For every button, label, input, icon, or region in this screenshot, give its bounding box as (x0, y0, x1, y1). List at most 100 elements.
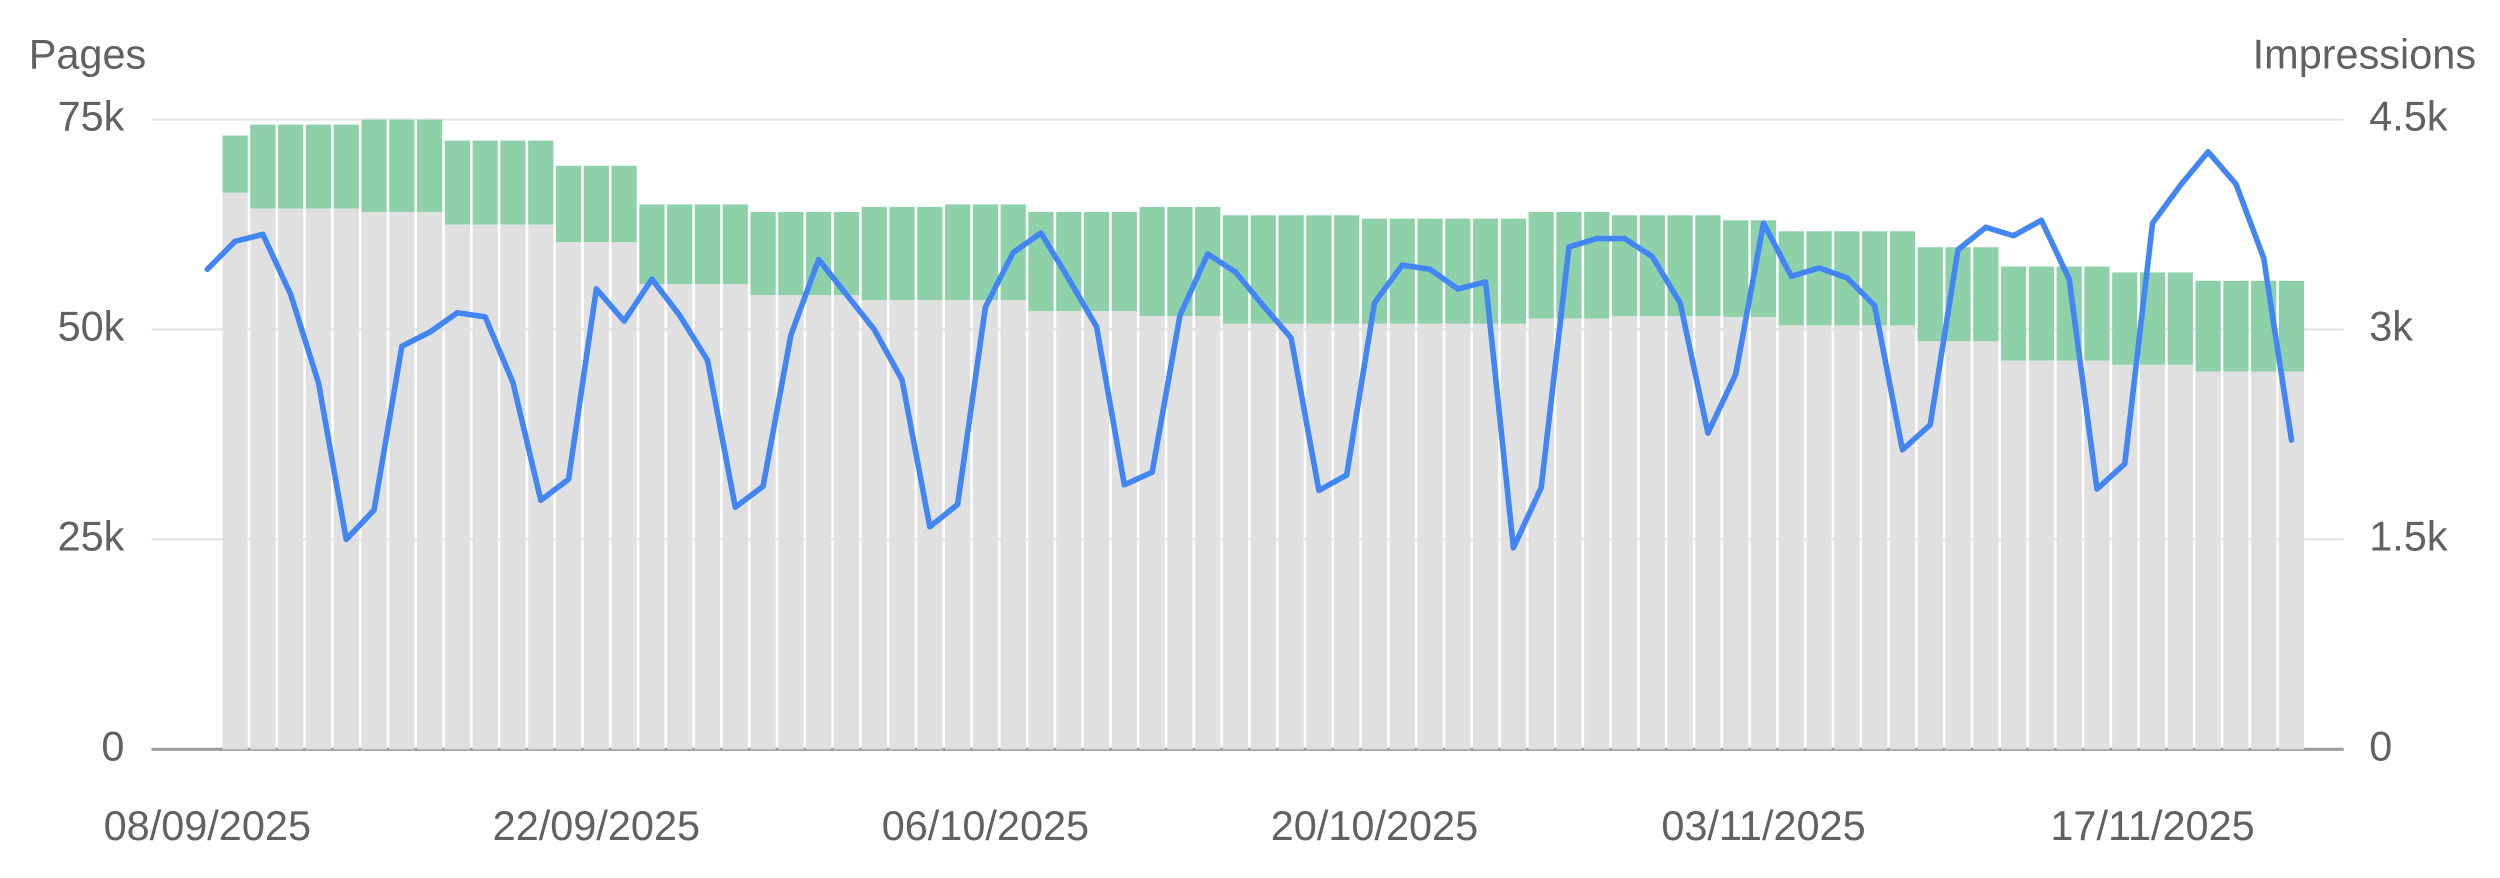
bar-segment (1723, 316, 1749, 750)
y-axis-title: Pages (29, 30, 146, 77)
y2-tick-label: 1.5k (2369, 512, 2448, 559)
bar-segment (1139, 206, 1165, 317)
bar-segment (1806, 325, 1832, 750)
bar-segment (1500, 218, 1526, 324)
bar-segment (250, 124, 276, 209)
bar-segment (1639, 316, 1665, 750)
bar-segment (2001, 360, 2027, 750)
bar-segment (611, 242, 637, 750)
bar-segment (389, 119, 415, 212)
x-tick-label: 03/11/2025 (1661, 802, 1865, 849)
bar-segment (1473, 323, 1499, 750)
bar-segment (1222, 323, 1249, 750)
bar-segment (222, 192, 248, 750)
bar-segment (778, 295, 804, 750)
bar-segment (639, 284, 665, 750)
bar-segment (1723, 220, 1749, 317)
bar-segment (2139, 364, 2166, 750)
bar-segment (1417, 323, 1443, 750)
bar-segment (417, 211, 443, 750)
bar-segment (1250, 323, 1276, 750)
bar-segment (1667, 316, 1693, 750)
bar-segment (1389, 323, 1415, 750)
bar-segment (1917, 341, 1943, 750)
bar-segment (667, 204, 693, 285)
bar-segment (694, 204, 721, 285)
y2-tick-label: 4.5k (2369, 93, 2448, 140)
bar-segment (1584, 211, 1610, 319)
bar-segment (555, 242, 582, 750)
bar-segment (1806, 231, 1832, 326)
bar-segment (1111, 311, 1137, 750)
bar-segment (2028, 360, 2054, 750)
bar-segment (1834, 325, 1860, 750)
bar-segment (1528, 211, 1554, 319)
bar-segment (2167, 272, 2193, 365)
bar-segment (778, 211, 804, 296)
bar-segment (1611, 316, 1638, 750)
bar-segment (472, 140, 498, 225)
bar-segment (222, 135, 248, 193)
bar-segment (583, 165, 609, 243)
bar-segment (1111, 211, 1137, 312)
bar-segment (583, 242, 609, 750)
bar-segment (806, 295, 832, 750)
bar-segment (1639, 215, 1665, 317)
x-tick-label: 08/09/2025 (104, 802, 311, 849)
bar-segment (472, 224, 498, 750)
bar-segment (2028, 266, 2054, 361)
bar-segment (250, 208, 276, 750)
bar-segment (1695, 215, 1721, 317)
bar-segment (1889, 231, 1916, 326)
bar-segment (305, 208, 332, 750)
bar-segment (528, 140, 554, 225)
bar-segment (500, 224, 526, 750)
bar-segment (278, 124, 304, 209)
bar-segment (1445, 323, 1471, 750)
bar-segment (667, 284, 693, 750)
bar-segment (1056, 311, 1082, 750)
bar-segment (861, 206, 887, 301)
bar-segment (1611, 215, 1638, 317)
y2-tick-label: 3k (2369, 302, 2413, 349)
bar-segment (861, 300, 887, 750)
x-tick-label: 06/10/2025 (882, 802, 1089, 849)
bar-segment (722, 284, 748, 750)
bar-segment (1278, 215, 1304, 324)
bar-segment (305, 124, 332, 209)
bar-segment (1195, 316, 1221, 750)
bar-segment (1528, 318, 1554, 750)
y2-tick-label: 0 (2369, 722, 2392, 769)
bar-segment (361, 211, 387, 750)
line-series (204, 148, 2295, 551)
bar-segment (2195, 371, 2221, 750)
bar-segment (2223, 371, 2249, 750)
bar-segment (917, 206, 943, 301)
bar-segment (1973, 247, 1999, 342)
bar-segment (333, 124, 359, 209)
bar-segment (1083, 211, 1110, 312)
bar-segment (1862, 325, 1888, 750)
bar-segment (1306, 215, 1332, 324)
bar-segment (2001, 266, 2027, 361)
bar-segment (389, 211, 415, 750)
bar-segment (1334, 215, 1360, 324)
bar-segment (528, 224, 554, 750)
bar-segment (972, 204, 998, 301)
bar-segment (444, 140, 471, 225)
bar-segment (694, 284, 721, 750)
bar-segment (1889, 325, 1916, 750)
y-tick-label: 25k (58, 512, 125, 559)
bar-segment (945, 204, 971, 301)
bar-segment (1167, 316, 1193, 750)
x-tick-label: 20/10/2025 (1271, 802, 1478, 849)
bar-segment (1334, 323, 1360, 750)
bar-segment (417, 119, 443, 212)
bar-segment (1917, 247, 1943, 342)
bar-segment (2056, 360, 2082, 750)
bar-segment (1306, 323, 1332, 750)
bar-segment (1556, 318, 1582, 750)
bar-segment (945, 300, 971, 750)
